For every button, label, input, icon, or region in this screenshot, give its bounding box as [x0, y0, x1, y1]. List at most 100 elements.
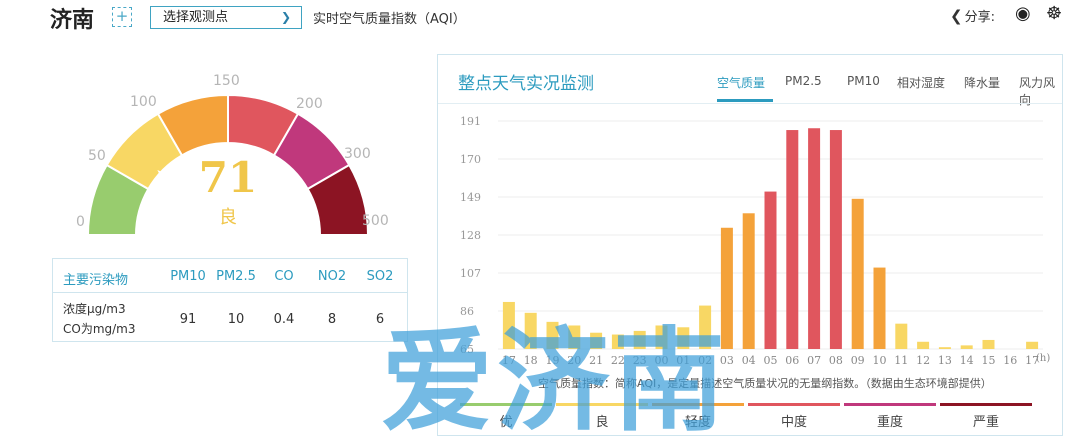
- gauge-tick-150: 150: [213, 73, 240, 89]
- x-tick-label: 11: [894, 354, 908, 367]
- gauge-tick-50: 50: [88, 148, 106, 164]
- share-button[interactable]: ❮ 分享:: [950, 6, 995, 25]
- gauge-tick-300: 300: [344, 146, 371, 162]
- y-tick-label: 170: [460, 153, 481, 166]
- bar: [677, 327, 690, 349]
- gauge-tick-0: 0: [76, 214, 85, 230]
- panel-divider: [438, 103, 1062, 104]
- y-tick-label: 86: [460, 305, 474, 318]
- wechat-icon[interactable]: ☸: [1046, 3, 1063, 24]
- bar: [786, 130, 799, 349]
- share-label: 分享:: [964, 10, 995, 25]
- tab-pm10[interactable]: PM10: [847, 74, 880, 88]
- bar: [502, 301, 515, 349]
- bar: [982, 339, 995, 349]
- station-select[interactable]: 选择观测点 ❯: [150, 6, 302, 29]
- x-tick-label: 06: [785, 354, 799, 367]
- bar: [764, 191, 777, 349]
- pollutants-unit-line2: CO为mg/m3: [63, 322, 136, 336]
- station-select-label: 选择观测点: [163, 10, 229, 25]
- pollutants-header-main: 主要污染物: [63, 273, 129, 288]
- bar: [938, 347, 951, 349]
- pollutants-header-row: [53, 259, 407, 293]
- x-tick-label: 19: [546, 354, 560, 367]
- tab-air-quality[interactable]: 空气质量: [717, 76, 766, 90]
- bar: [546, 321, 559, 349]
- x-tick-label: 18: [524, 354, 538, 367]
- aqi-bar-chart: 191 170 149 128 107 86 65 17 18 19 20 21 22 23 00 01 02 0…: [460, 115, 1050, 367]
- legend-color-bar: [748, 403, 840, 406]
- bar: [917, 341, 930, 349]
- pollutants-header-pm25: PM2.5: [216, 269, 256, 284]
- x-tick-label: 15: [982, 354, 996, 367]
- legend-label: 优: [499, 415, 513, 430]
- pollutants-unit-line1: 浓度μg/m3: [63, 302, 126, 316]
- bar: [655, 325, 668, 349]
- bar: [590, 332, 603, 349]
- chevron-down-icon: ❯: [280, 10, 291, 24]
- x-tick-label: 02: [698, 354, 712, 367]
- aqi-title: 实时空气质量指数（AQI）: [313, 12, 466, 27]
- aqi-level: 良: [219, 207, 237, 228]
- add-city-button[interactable]: +: [112, 7, 132, 27]
- pollutants-header-so2: SO2: [366, 269, 394, 284]
- x-tick-label: 10: [873, 354, 887, 367]
- bar: [611, 334, 624, 349]
- chart-note: 空气质量指数：简称AQI，是定量描述空气质量状况的无量纲指数。（数据由生态环境部…: [538, 377, 992, 390]
- pollutants-header-pm10: PM10: [170, 269, 206, 284]
- gauge-pointer: [157, 170, 176, 188]
- x-tick-label: 04: [742, 354, 756, 367]
- bar: [568, 325, 581, 349]
- gauge-tick-100: 100: [130, 94, 157, 110]
- panel-title: 整点天气实况监测: [458, 74, 594, 94]
- bar: [895, 323, 908, 349]
- active-tab-indicator: [717, 99, 773, 102]
- bar: [524, 312, 537, 349]
- bar: [851, 198, 864, 349]
- x-tick-label: 22: [611, 354, 625, 367]
- bar: [699, 305, 712, 349]
- x-tick-label: 07: [807, 354, 821, 367]
- bar: [808, 128, 821, 349]
- pollutant-value-co: 0.4: [273, 312, 295, 327]
- pollutant-value-pm25: 10: [227, 312, 245, 327]
- y-tick-label: 191: [460, 115, 481, 128]
- y-tick-label: 149: [460, 191, 481, 204]
- x-tick-label: 21: [589, 354, 603, 367]
- tab-precipitation[interactable]: 降水量: [964, 76, 1001, 90]
- legend-color-bar: [940, 403, 1032, 406]
- tab-pm25[interactable]: PM2.5: [785, 74, 822, 88]
- bar: [720, 227, 733, 349]
- hourly-monitor-panel: 整点天气实况监测 空气质量 PM2.5 PM10 相对湿度 降水量 风力风向 1…: [437, 54, 1063, 436]
- gauge-segment: [306, 163, 370, 236]
- tab-humidity[interactable]: 相对湿度: [897, 76, 946, 90]
- y-tick-label: 107: [460, 267, 481, 280]
- top-bar: 济南 + 选择观测点 ❯ 实时空气质量指数（AQI） ❮ 分享: ◉ ☸: [0, 0, 1090, 36]
- x-tick-label: 17: [1025, 354, 1039, 367]
- pollutants-unit: 浓度μg/m3 CO为mg/m3: [63, 299, 136, 339]
- city-name: 济南: [50, 8, 95, 33]
- legend-color-bar: [844, 403, 936, 406]
- y-tick-label: 65: [460, 343, 474, 356]
- aqi-gauge: [86, 93, 370, 236]
- legend-color-bar: [652, 403, 744, 406]
- y-tick-label: 128: [460, 229, 481, 242]
- weibo-icon[interactable]: ◉: [1015, 3, 1031, 24]
- share-icon: ❮: [950, 7, 963, 25]
- x-tick-label: 23: [633, 354, 647, 367]
- x-tick-label: 13: [938, 354, 952, 367]
- x-tick-label: 14: [960, 354, 974, 367]
- aqi-value: 71: [198, 153, 258, 202]
- legend-label: 轻度: [684, 415, 711, 430]
- legend-label: 中度: [780, 415, 807, 430]
- bar: [873, 267, 886, 349]
- bar: [1026, 341, 1039, 349]
- legend-label: 重度: [876, 415, 903, 430]
- pollutants-header-co: CO: [274, 269, 294, 284]
- pollutants-table: 主要污染物 PM10 PM2.5 CO NO2 SO2 浓度μg/m3 CO为m…: [52, 258, 408, 342]
- x-tick-label: 01: [676, 354, 690, 367]
- legend-color-bar: [460, 403, 552, 406]
- bar: [829, 130, 842, 349]
- gauge-tick-500: 500: [362, 213, 389, 229]
- x-tick-label: 16: [1003, 354, 1017, 367]
